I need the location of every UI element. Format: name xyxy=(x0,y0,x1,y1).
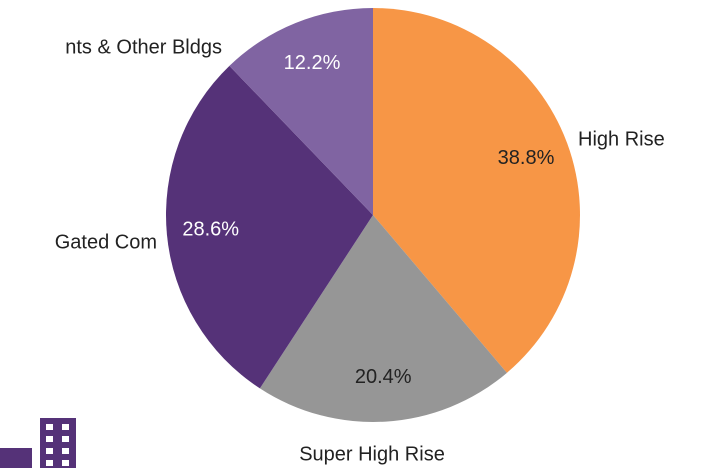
pie-slice xyxy=(166,65,373,389)
slice-category-label: Gated Com xyxy=(55,231,157,253)
slice-category-label: High Rise xyxy=(578,128,665,150)
pie-slice xyxy=(229,8,373,215)
pie-slice xyxy=(373,8,580,373)
slice-category-label: Super High Rise xyxy=(299,443,445,465)
slice-value-label: 20.4% xyxy=(355,366,412,388)
slice-value-label: 38.8% xyxy=(498,147,555,169)
slice-value-label: 28.6% xyxy=(182,219,239,241)
pie-slice xyxy=(259,215,507,422)
building-icon xyxy=(0,418,76,468)
slice-category-label: nts & Other Bldgs xyxy=(65,36,222,58)
slice-value-label: 12.2% xyxy=(284,52,341,74)
